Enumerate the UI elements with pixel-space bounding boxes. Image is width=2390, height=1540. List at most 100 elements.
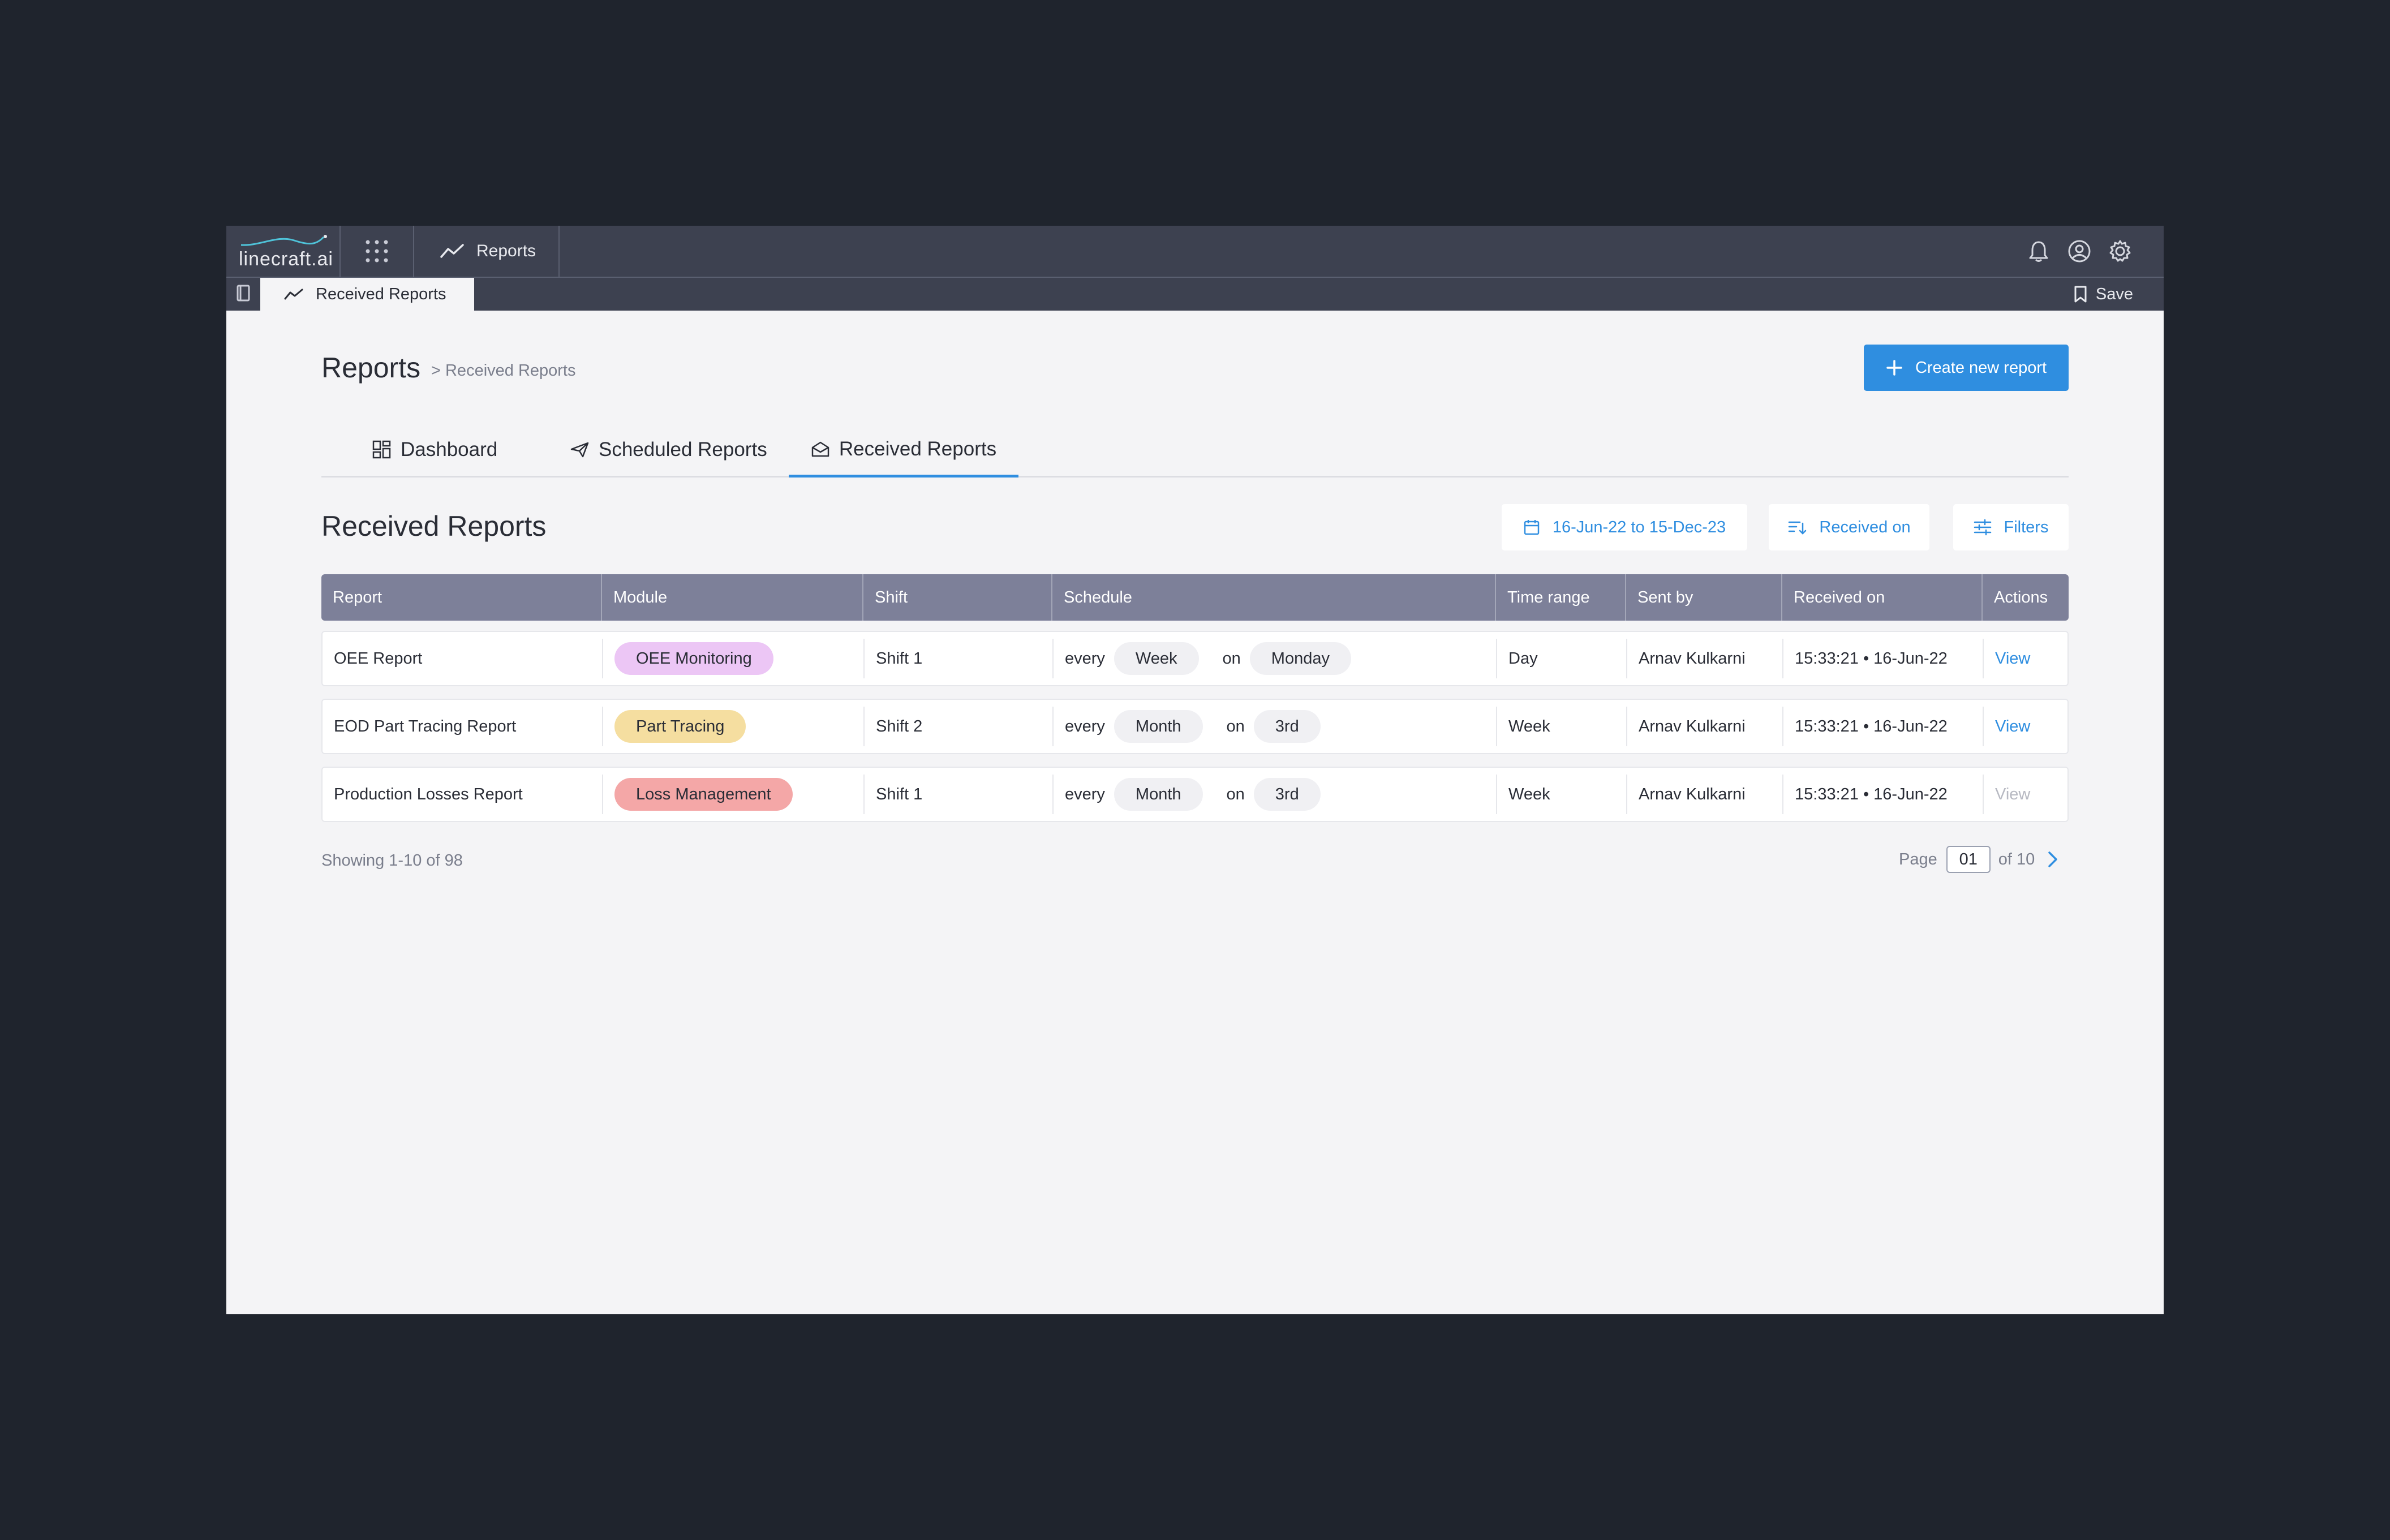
plus-icon <box>1886 360 1902 376</box>
schedule-on: on <box>1226 717 1245 735</box>
view-link[interactable]: View <box>1983 639 2070 678</box>
trend-line-icon <box>284 289 303 300</box>
sub-tab-bar: Received Reports Save <box>226 277 2164 311</box>
column-header-time-range[interactable]: Time range <box>1495 574 1625 621</box>
app-grid-icon <box>366 240 388 263</box>
shift-cell: Shift 1 <box>863 775 1052 814</box>
create-new-report-button[interactable]: Create new report <box>1864 345 2069 391</box>
pagination: Page 01 of 10 <box>1899 846 2058 873</box>
column-header-module[interactable]: Module <box>601 574 862 621</box>
tab-label: Scheduled Reports <box>599 438 767 461</box>
report-name: EOD Part Tracing Report <box>334 717 517 735</box>
tab-scheduled-reports[interactable]: Scheduled Reports <box>570 424 767 476</box>
sent-by-cell: Arnav Kulkarni <box>1626 707 1782 746</box>
dashboard-icon <box>372 440 391 459</box>
module-tab-label: Reports <box>476 242 536 260</box>
schedule-cell: every Week on Monday <box>1052 639 1496 678</box>
filters-button[interactable]: Filters <box>1953 504 2069 550</box>
schedule-period: Week <box>1114 642 1199 675</box>
shift-cell: Shift 2 <box>863 707 1052 746</box>
save-button[interactable]: Save <box>2073 278 2133 311</box>
logo-swoosh-icon <box>240 235 327 246</box>
profile-button[interactable] <box>2066 238 2092 264</box>
view-link-disabled: View <box>1983 775 2070 814</box>
app-grid-button[interactable] <box>341 226 414 277</box>
schedule-cell: every Month on 3rd <box>1052 775 1496 814</box>
column-header-received-on[interactable]: Received on <box>1781 574 1981 621</box>
time-range-cell: Week <box>1496 707 1626 746</box>
table-row[interactable]: EOD Part Tracing Report Part Tracing Shi… <box>321 699 2069 754</box>
section-title: Received Reports <box>321 510 547 542</box>
schedule-period: Month <box>1114 778 1203 811</box>
trend-line-icon <box>440 244 464 258</box>
schedule-every: every <box>1065 785 1105 803</box>
schedule-cell: every Month on 3rd <box>1052 707 1496 746</box>
column-header-actions: Actions <box>1981 574 2069 621</box>
top-nav-bar: linecraft.ai Reports <box>226 226 2164 277</box>
module-cell: Part Tracing <box>602 707 863 746</box>
page-total: of 10 <box>1998 850 2035 868</box>
schedule-every: every <box>1065 649 1105 668</box>
schedule-on: on <box>1222 649 1241 668</box>
date-range-label: 16-Jun-22 to 15-Dec-23 <box>1552 518 1726 536</box>
report-tabs: Dashboard Scheduled Reports Received Rep… <box>321 424 2069 478</box>
page-label: Page <box>1899 850 1937 868</box>
schedule-day: 3rd <box>1253 710 1321 743</box>
sort-button[interactable]: Received on <box>1769 504 1929 550</box>
sub-tab-received-reports[interactable]: Received Reports <box>260 278 474 311</box>
chevron-right-icon <box>2048 851 2057 867</box>
schedule-on: on <box>1226 785 1245 803</box>
table-header: Report Module Shift Schedule Time range … <box>321 574 2069 621</box>
sort-label: Received on <box>1819 518 1911 536</box>
sidebar-toggle-button[interactable] <box>234 283 255 304</box>
tab-label: Received Reports <box>839 438 997 460</box>
app-window: linecraft.ai Reports <box>226 226 2164 1314</box>
tab-label: Dashboard <box>401 438 498 461</box>
module-cell: Loss Management <box>602 775 863 814</box>
column-header-schedule[interactable]: Schedule <box>1051 574 1495 621</box>
settings-button[interactable] <box>2107 238 2133 264</box>
bookmark-icon <box>2074 286 2087 303</box>
create-new-report-label: Create new report <box>1915 358 2047 377</box>
user-circle-icon <box>2068 240 2091 263</box>
view-link[interactable]: View <box>1983 707 2070 746</box>
sort-descending-icon <box>1789 521 1807 535</box>
date-range-picker[interactable]: 16-Jun-22 to 15-Dec-23 <box>1502 504 1747 550</box>
sent-by-cell: Arnav Kulkarni <box>1626 775 1782 814</box>
column-header-sent-by[interactable]: Sent by <box>1625 574 1781 621</box>
bell-icon <box>2029 241 2048 262</box>
table-row[interactable]: OEE Report OEE Monitoring Shift 1 every … <box>321 631 2069 686</box>
top-right-icons <box>2026 238 2133 264</box>
filters-label: Filters <box>2004 518 2049 536</box>
schedule-day: Monday <box>1249 642 1351 675</box>
module-tab-reports[interactable]: Reports <box>414 226 560 277</box>
page-number-input[interactable]: 01 <box>1946 846 1991 873</box>
logo[interactable]: linecraft.ai <box>226 226 341 277</box>
book-icon <box>237 285 250 302</box>
tab-received-reports[interactable]: Received Reports <box>789 424 1018 478</box>
gear-icon <box>2109 240 2131 262</box>
page-title: Reports <box>321 352 421 384</box>
shift-cell: Shift 1 <box>863 639 1052 678</box>
received-on-cell: 15:33:21 • 16-Jun-22 <box>1782 639 1983 678</box>
schedule-period: Month <box>1114 710 1203 743</box>
sent-by-cell: Arnav Kulkarni <box>1626 639 1782 678</box>
time-range-cell: Week <box>1496 775 1626 814</box>
schedule-every: every <box>1065 717 1105 735</box>
results-count: Showing 1-10 of 98 <box>321 851 463 870</box>
module-badge: Loss Management <box>614 778 793 811</box>
module-cell: OEE Monitoring <box>602 639 863 678</box>
tab-dashboard[interactable]: Dashboard <box>372 424 497 476</box>
table-row[interactable]: Production Losses Report Loss Management… <box>321 767 2069 822</box>
notifications-button[interactable] <box>2026 238 2052 264</box>
paper-plane-icon <box>570 442 589 458</box>
report-name: Production Losses Report <box>334 785 523 803</box>
next-page-button[interactable] <box>2047 850 2058 868</box>
time-range-cell: Day <box>1496 639 1626 678</box>
module-badge: Part Tracing <box>614 710 746 743</box>
breadcrumb[interactable]: > Received Reports <box>431 362 576 380</box>
schedule-day: 3rd <box>1253 778 1321 811</box>
column-header-report[interactable]: Report <box>333 588 382 606</box>
received-on-cell: 15:33:21 • 16-Jun-22 <box>1782 707 1983 746</box>
column-header-shift[interactable]: Shift <box>862 574 1051 621</box>
